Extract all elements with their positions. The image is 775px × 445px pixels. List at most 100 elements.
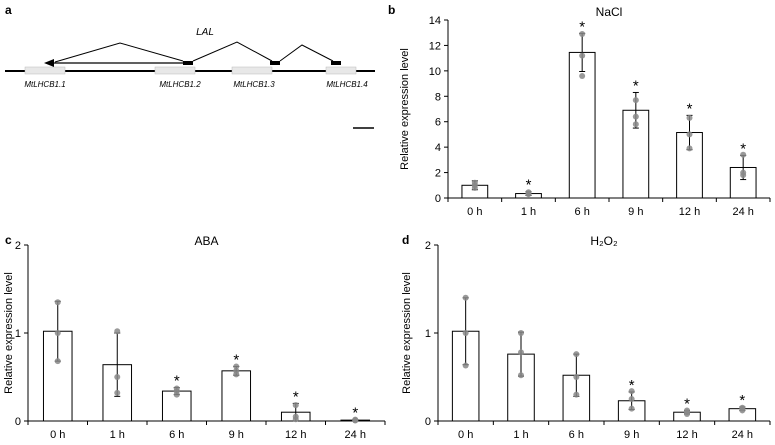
replicate-point — [579, 30, 586, 37]
replicate-point — [518, 330, 524, 336]
y-tick-label: 0 — [425, 416, 431, 428]
replicate-point — [54, 358, 61, 365]
y-tick-label: 6 — [435, 117, 441, 129]
y-tick-label: 4 — [435, 142, 441, 154]
replicate-point — [573, 391, 580, 398]
x-tick-label: 1 h — [521, 206, 536, 218]
chart-h2o2: H₂O₂ Relative expression level 0 1 2 0 h 1 h 6 … — [401, 234, 771, 441]
replicate-point — [579, 52, 586, 59]
chart-title: ABA — [194, 234, 218, 248]
bar — [221, 370, 252, 422]
x-tick-label: 12 h — [676, 429, 697, 441]
x-tick-label: 9 h — [624, 429, 639, 441]
panel-letter-d: d — [402, 233, 409, 247]
y-tick-label: 2 — [435, 168, 441, 180]
y-tick-label: 14 — [429, 15, 441, 27]
y-axis-label: Relative expression level — [399, 48, 411, 170]
y-tick-label: 1 — [15, 328, 21, 340]
x-tick-label: 24 h — [732, 206, 753, 218]
intron-connector-3 — [279, 44, 334, 62]
significance-asterisk: * — [739, 392, 745, 409]
chart-nacl: NaCl Relative expression level 0 2 4 6 8 10 12 14… — [399, 5, 771, 218]
replicate-point — [628, 396, 635, 402]
replicate-point — [292, 402, 299, 409]
replicate-point — [632, 121, 639, 128]
x-tick-label: 0 h — [467, 206, 482, 218]
y-tick-label: 1 — [425, 328, 431, 340]
significance-asterisk: * — [293, 388, 299, 405]
replicate-point — [740, 151, 747, 158]
significance-asterisk: * — [633, 77, 639, 94]
y-tick-label: 0 — [15, 416, 21, 428]
significance-asterisk: * — [629, 377, 635, 394]
replicate-point — [114, 328, 121, 335]
replicate-point — [740, 169, 747, 176]
gene-schematic: LAL MtLHCB1.1 MtLHCB1.2 MtLHCB1.3 MtLHCB… — [5, 27, 375, 129]
y-axis-label: Relative expression level — [401, 272, 413, 394]
replicate-point — [739, 404, 746, 411]
replicate-point — [628, 388, 635, 395]
y-tick-label: 8 — [435, 91, 441, 103]
intron-connector-2 — [192, 41, 273, 62]
y-tick-label: 2 — [425, 240, 431, 252]
y-tick-label: 2 — [15, 240, 21, 252]
panel-letter-a: a — [5, 3, 12, 17]
replicate-point — [114, 389, 121, 396]
panel-letter-c: c — [5, 233, 12, 247]
y-axis-label: Relative expression level — [3, 272, 15, 394]
panel-letter-b: b — [388, 3, 395, 17]
replicate-point — [632, 113, 639, 120]
replicate-point — [352, 416, 359, 423]
x-tick-label: 1 h — [110, 429, 125, 441]
x-tick-label: 0 h — [50, 429, 65, 441]
gene-block-2 — [154, 66, 196, 75]
gene-block-4 — [325, 66, 357, 75]
gene-label-4: MtLHCB1.4 — [326, 80, 368, 89]
x-tick-label: 24 h — [732, 429, 753, 441]
replicate-point — [684, 407, 690, 414]
replicate-point — [518, 372, 524, 379]
significance-asterisk: * — [352, 405, 358, 422]
replicate-point — [518, 349, 524, 356]
x-tick-label: 12 h — [679, 206, 700, 218]
replicate-point — [686, 145, 693, 152]
lal-exon-1 — [183, 61, 193, 65]
lal-exon-3 — [331, 61, 341, 65]
chart-title: H₂O₂ — [590, 234, 618, 248]
replicate-point — [54, 330, 61, 336]
y-tick-label: 12 — [429, 40, 441, 52]
significance-asterisk: * — [740, 140, 746, 157]
x-tick-label: 9 h — [229, 429, 244, 441]
x-tick-label: 12 h — [285, 429, 306, 441]
gene-block-1 — [24, 66, 66, 75]
replicate-point — [686, 114, 693, 121]
replicate-point — [462, 294, 469, 301]
significance-asterisk: * — [687, 100, 693, 117]
lal-arrowhead — [44, 59, 54, 67]
chart-title: NaCl — [596, 5, 623, 19]
significance-asterisk: * — [233, 351, 239, 368]
significance-asterisk: * — [579, 18, 585, 35]
y-tick-label: 0 — [435, 193, 441, 205]
replicate-point — [628, 405, 635, 412]
replicate-point — [686, 131, 693, 138]
replicate-point — [114, 374, 121, 380]
gene-block-3 — [231, 66, 273, 75]
replicate-point — [292, 413, 299, 420]
replicate-point — [579, 72, 586, 79]
x-tick-label: 9 h — [628, 206, 643, 218]
replicate-point — [525, 189, 532, 196]
x-tick-label: 6 h — [169, 429, 184, 441]
x-tick-label: 0 h — [458, 429, 473, 441]
replicate-point — [54, 299, 61, 306]
replicate-point — [462, 362, 469, 369]
significance-asterisk: * — [684, 395, 690, 412]
x-tick-label: 1 h — [513, 429, 528, 441]
gene-label-2: MtLHCB1.2 — [159, 80, 201, 89]
y-tick-label: 10 — [429, 66, 441, 78]
lal-label: LAL — [196, 27, 214, 38]
significance-asterisk: * — [526, 177, 532, 194]
replicate-point — [471, 179, 478, 186]
x-tick-label: 6 h — [575, 206, 590, 218]
